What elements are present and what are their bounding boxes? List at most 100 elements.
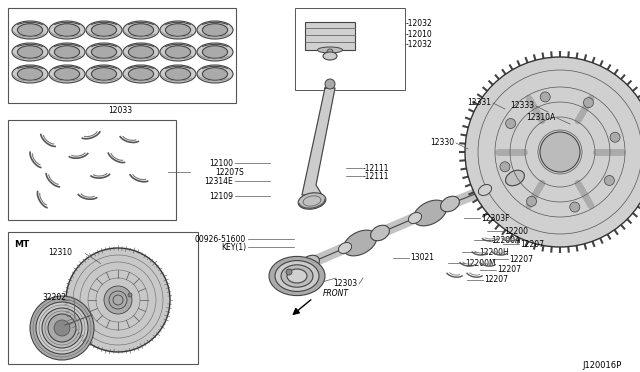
Text: 12207: 12207 xyxy=(497,266,521,275)
Ellipse shape xyxy=(165,68,191,80)
Text: 13021: 13021 xyxy=(410,253,434,263)
Ellipse shape xyxy=(129,46,154,58)
Ellipse shape xyxy=(49,21,85,39)
Text: 12303: 12303 xyxy=(333,279,357,289)
Ellipse shape xyxy=(160,43,196,61)
Circle shape xyxy=(570,202,580,212)
Ellipse shape xyxy=(12,65,48,83)
Ellipse shape xyxy=(92,46,116,58)
Ellipse shape xyxy=(17,24,43,36)
Ellipse shape xyxy=(281,265,313,287)
Circle shape xyxy=(327,49,333,55)
Text: 00926-51600: 00926-51600 xyxy=(195,234,246,244)
Text: 12200A: 12200A xyxy=(491,235,520,244)
Ellipse shape xyxy=(323,52,337,60)
Circle shape xyxy=(66,248,170,352)
Text: -12111: -12111 xyxy=(363,164,390,173)
Ellipse shape xyxy=(54,24,79,36)
Text: 12207: 12207 xyxy=(484,276,508,285)
Ellipse shape xyxy=(478,185,492,196)
Ellipse shape xyxy=(92,24,116,36)
Ellipse shape xyxy=(197,21,233,39)
Ellipse shape xyxy=(301,255,319,271)
Circle shape xyxy=(506,119,516,128)
Ellipse shape xyxy=(129,68,154,80)
Ellipse shape xyxy=(269,256,325,296)
Text: 12109: 12109 xyxy=(209,192,233,201)
Ellipse shape xyxy=(202,46,228,58)
Circle shape xyxy=(36,302,88,354)
Text: -12032: -12032 xyxy=(406,19,433,28)
Text: 12200M: 12200M xyxy=(465,259,495,267)
Ellipse shape xyxy=(160,65,196,83)
Ellipse shape xyxy=(86,43,122,61)
Circle shape xyxy=(610,132,620,142)
Text: 12333: 12333 xyxy=(510,100,534,109)
Ellipse shape xyxy=(197,43,233,61)
Ellipse shape xyxy=(86,21,122,39)
Bar xyxy=(8,120,176,220)
Ellipse shape xyxy=(54,46,79,58)
Circle shape xyxy=(500,162,510,172)
Text: 12310: 12310 xyxy=(48,247,72,257)
Ellipse shape xyxy=(123,43,159,61)
Circle shape xyxy=(104,286,132,314)
Ellipse shape xyxy=(202,24,228,36)
Ellipse shape xyxy=(339,243,351,253)
Text: 12314E: 12314E xyxy=(204,176,233,186)
Text: 12207S: 12207S xyxy=(215,167,244,176)
Text: -12032: -12032 xyxy=(406,39,433,48)
Bar xyxy=(295,8,405,90)
Text: 12330: 12330 xyxy=(430,138,454,147)
Ellipse shape xyxy=(275,261,319,291)
Circle shape xyxy=(527,196,536,206)
Text: 12200: 12200 xyxy=(504,227,528,235)
Ellipse shape xyxy=(287,269,307,283)
Ellipse shape xyxy=(278,260,312,286)
Ellipse shape xyxy=(371,225,389,241)
Text: 32202: 32202 xyxy=(42,294,66,302)
Ellipse shape xyxy=(92,68,116,80)
Ellipse shape xyxy=(317,47,342,53)
Text: FRONT: FRONT xyxy=(323,289,349,298)
Ellipse shape xyxy=(86,65,122,83)
Text: 12303A: 12303A xyxy=(284,279,313,289)
Circle shape xyxy=(30,296,94,360)
Circle shape xyxy=(54,320,70,336)
Ellipse shape xyxy=(197,65,233,83)
Text: MT: MT xyxy=(14,240,29,248)
Circle shape xyxy=(540,132,580,172)
Ellipse shape xyxy=(165,46,191,58)
Ellipse shape xyxy=(17,68,43,80)
Ellipse shape xyxy=(12,43,48,61)
Text: J120016P: J120016P xyxy=(583,360,622,369)
Ellipse shape xyxy=(298,193,326,209)
Text: 12207: 12207 xyxy=(520,240,544,248)
Circle shape xyxy=(604,176,614,186)
Text: 12200H: 12200H xyxy=(479,247,509,257)
Ellipse shape xyxy=(165,24,191,36)
Polygon shape xyxy=(302,88,335,195)
Ellipse shape xyxy=(54,68,79,80)
Circle shape xyxy=(42,308,82,348)
Ellipse shape xyxy=(49,65,85,83)
Ellipse shape xyxy=(343,230,377,256)
Circle shape xyxy=(48,314,76,342)
Circle shape xyxy=(325,79,335,89)
Text: 12033: 12033 xyxy=(108,106,132,115)
Ellipse shape xyxy=(123,65,159,83)
Ellipse shape xyxy=(17,46,43,58)
Text: KEY(1): KEY(1) xyxy=(221,243,246,251)
Bar xyxy=(305,22,355,50)
Text: -12010: -12010 xyxy=(406,29,433,38)
Circle shape xyxy=(584,97,593,108)
Ellipse shape xyxy=(481,171,515,197)
Circle shape xyxy=(465,57,640,247)
Text: 12207: 12207 xyxy=(509,254,533,263)
Text: 12310A: 12310A xyxy=(525,112,555,122)
Ellipse shape xyxy=(413,200,447,226)
Text: 12303F: 12303F xyxy=(481,214,509,222)
Circle shape xyxy=(128,293,132,297)
Ellipse shape xyxy=(12,21,48,39)
Circle shape xyxy=(286,269,292,275)
